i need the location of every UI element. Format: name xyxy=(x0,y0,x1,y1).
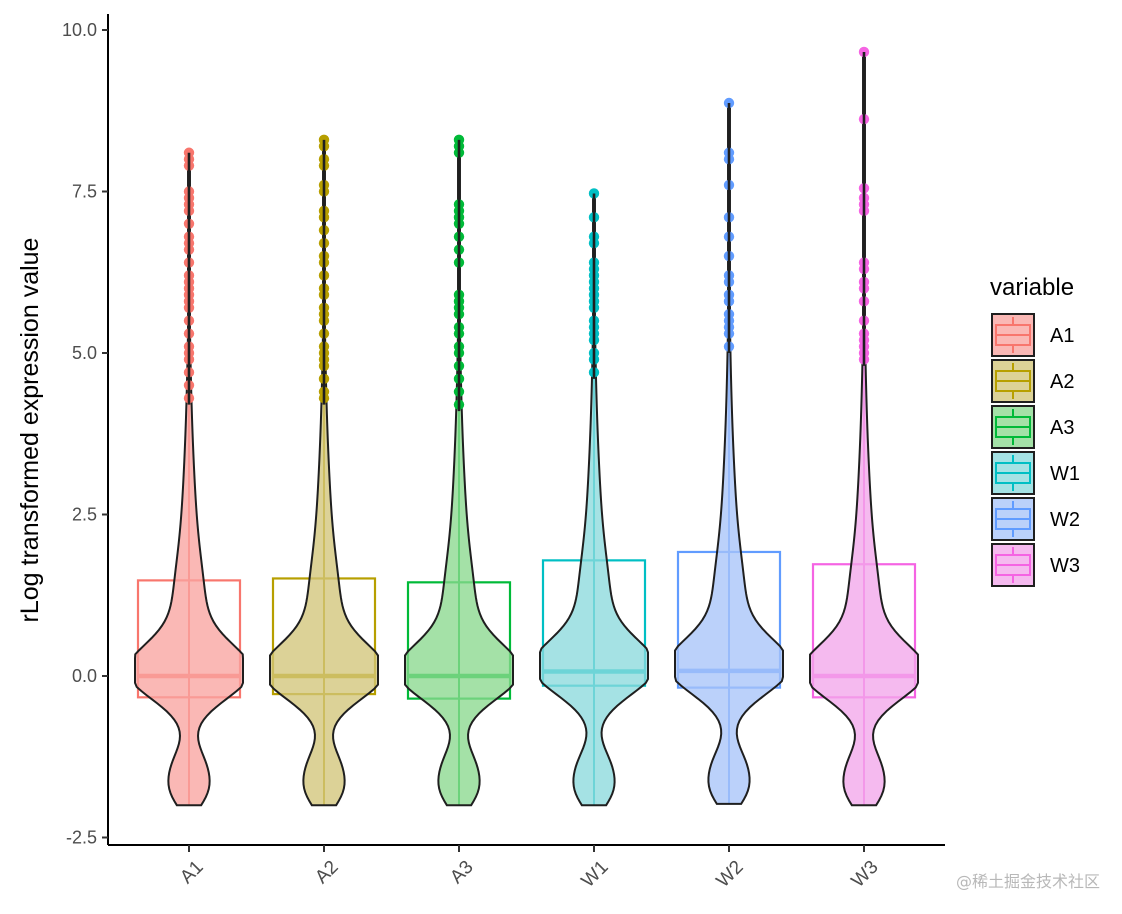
x-tick-label: W2 xyxy=(713,857,748,892)
legend-key-W2 xyxy=(991,497,1035,541)
violin-group-W1 xyxy=(539,188,649,807)
legend-label-W3: W3 xyxy=(1050,555,1080,577)
y-tick-label: 5.0 xyxy=(72,343,97,363)
y-axis-label: rLog transformed expression value xyxy=(16,238,44,623)
violin-group-A1 xyxy=(134,147,244,807)
violin-group-A2 xyxy=(269,134,379,807)
legend-label-A2: A2 xyxy=(1050,371,1074,393)
x-tick-label: A3 xyxy=(446,857,477,888)
legend-key-A1 xyxy=(991,313,1035,357)
legend-key-W3 xyxy=(991,543,1035,587)
legend: variable A1 A2 A3 W1 W2 W3 xyxy=(990,274,1080,587)
legend-label-A3: A3 xyxy=(1050,417,1074,439)
y-tick-label: -2.5 xyxy=(66,828,97,848)
legend-label-W1: W1 xyxy=(1050,463,1080,485)
y-tick-label: 2.5 xyxy=(72,505,97,525)
legend-label-W2: W2 xyxy=(1050,509,1080,531)
axes: -2.5 0.0 2.5 5.0 7.5 10.0 A1 A2 A3 W1 W2 W3 xyxy=(62,14,945,892)
x-tick-label: W3 xyxy=(848,857,883,892)
violin-group-A3 xyxy=(404,134,514,807)
legend-title: variable xyxy=(990,274,1074,301)
y-tick-label: 10.0 xyxy=(62,20,97,40)
y-tick-label: 7.5 xyxy=(72,182,97,202)
legend-key-A3 xyxy=(991,405,1035,449)
legend-label-A1: A1 xyxy=(1050,325,1074,347)
x-tick-label: A2 xyxy=(311,857,342,888)
legend-key-A2 xyxy=(991,359,1035,403)
x-tick-label: A1 xyxy=(176,857,207,888)
plot-area xyxy=(134,46,919,807)
watermark: @稀土掘金技术社区 xyxy=(955,872,1100,891)
legend-key-W1 xyxy=(991,451,1035,495)
y-tick-label: 0.0 xyxy=(72,666,97,686)
x-tick-label: W1 xyxy=(578,857,613,892)
violin-group-W2 xyxy=(674,97,784,805)
violin-group-W3 xyxy=(809,46,919,807)
